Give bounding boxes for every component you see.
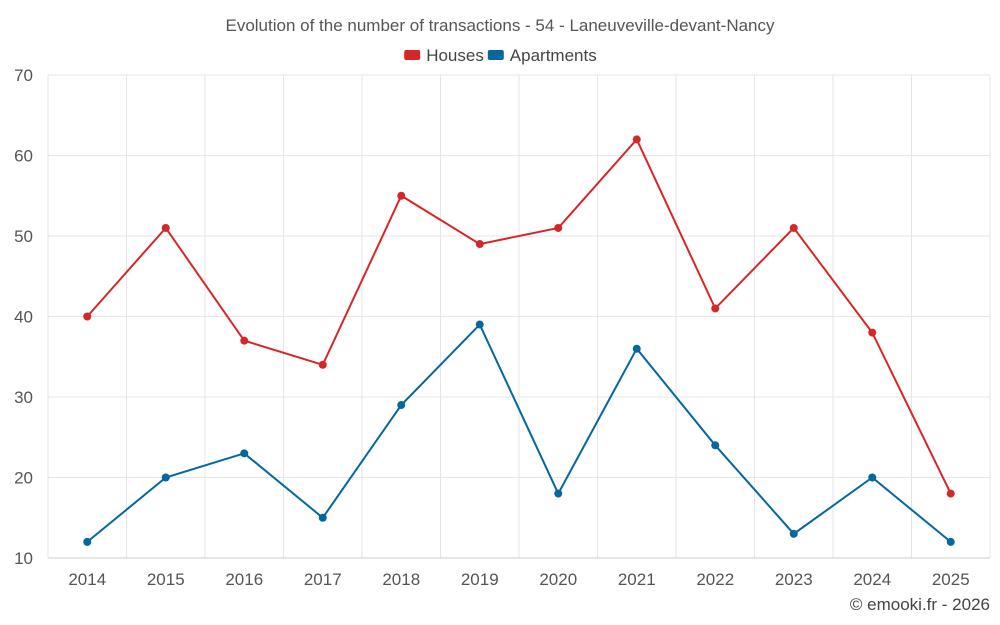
x-tick-label: 2016: [225, 570, 263, 589]
series-layer: [83, 135, 955, 546]
data-point-apartments: [475, 320, 484, 329]
x-tick-label: 2021: [618, 570, 656, 589]
data-point-houses: [161, 223, 170, 232]
legend-swatch-apartments[interactable]: [487, 50, 504, 60]
data-point-apartments: [83, 537, 92, 546]
data-point-apartments: [711, 441, 720, 450]
data-point-houses: [711, 304, 720, 313]
data-point-apartments: [632, 344, 641, 353]
x-tick-label: 2018: [382, 570, 420, 589]
x-tick-label: 2015: [147, 570, 185, 589]
data-point-apartments: [946, 537, 955, 546]
legend: Houses Apartments: [404, 46, 597, 65]
data-point-apartments: [318, 513, 327, 522]
y-tick-label: 50: [14, 227, 33, 246]
data-point-apartments: [554, 489, 563, 498]
data-point-houses: [475, 240, 484, 249]
data-point-houses: [946, 489, 955, 498]
legend-label-apartments[interactable]: Apartments: [510, 46, 597, 65]
x-tick-label: 2020: [539, 570, 577, 589]
data-point-houses: [318, 360, 327, 369]
data-point-apartments: [868, 473, 877, 482]
grid: [47, 74, 991, 559]
data-point-apartments: [161, 473, 170, 482]
y-tick-label: 60: [14, 147, 33, 166]
x-tick-label: 2025: [932, 570, 970, 589]
y-tick-label: 20: [14, 469, 33, 488]
data-point-houses: [240, 336, 249, 345]
data-point-apartments: [789, 529, 798, 538]
y-tick-label: 40: [14, 308, 33, 327]
x-tick-label: 2017: [304, 570, 342, 589]
chart-title: Evolution of the number of transactions …: [225, 16, 775, 35]
data-point-houses: [632, 135, 641, 144]
legend-swatch-houses[interactable]: [404, 50, 421, 60]
series-line-apartments: [86, 322, 952, 543]
data-point-houses: [789, 223, 798, 232]
y-tick-label: 10: [14, 549, 33, 568]
y-axis: 10 20 30 40 50 60 70: [14, 66, 33, 568]
data-point-apartments: [240, 449, 249, 458]
x-tick-label: 2014: [68, 570, 106, 589]
x-tick-label: 2024: [853, 570, 891, 589]
credit-text: © emooki.fr - 2026: [850, 595, 990, 614]
x-axis: 2014 2015 2016 2017 2018 2019 2020 2021 2022 2023…: [68, 570, 969, 589]
y-tick-label: 70: [14, 66, 33, 85]
series-line-houses: [86, 137, 952, 495]
legend-label-houses[interactable]: Houses: [426, 46, 484, 65]
x-tick-label: 2023: [775, 570, 813, 589]
data-point-houses: [554, 223, 563, 232]
x-tick-label: 2019: [461, 570, 499, 589]
data-point-apartments: [397, 401, 406, 410]
data-point-houses: [868, 328, 877, 337]
data-point-houses: [397, 191, 406, 200]
x-tick-label: 2022: [696, 570, 734, 589]
y-tick-label: 30: [14, 388, 33, 407]
data-point-houses: [83, 312, 92, 321]
